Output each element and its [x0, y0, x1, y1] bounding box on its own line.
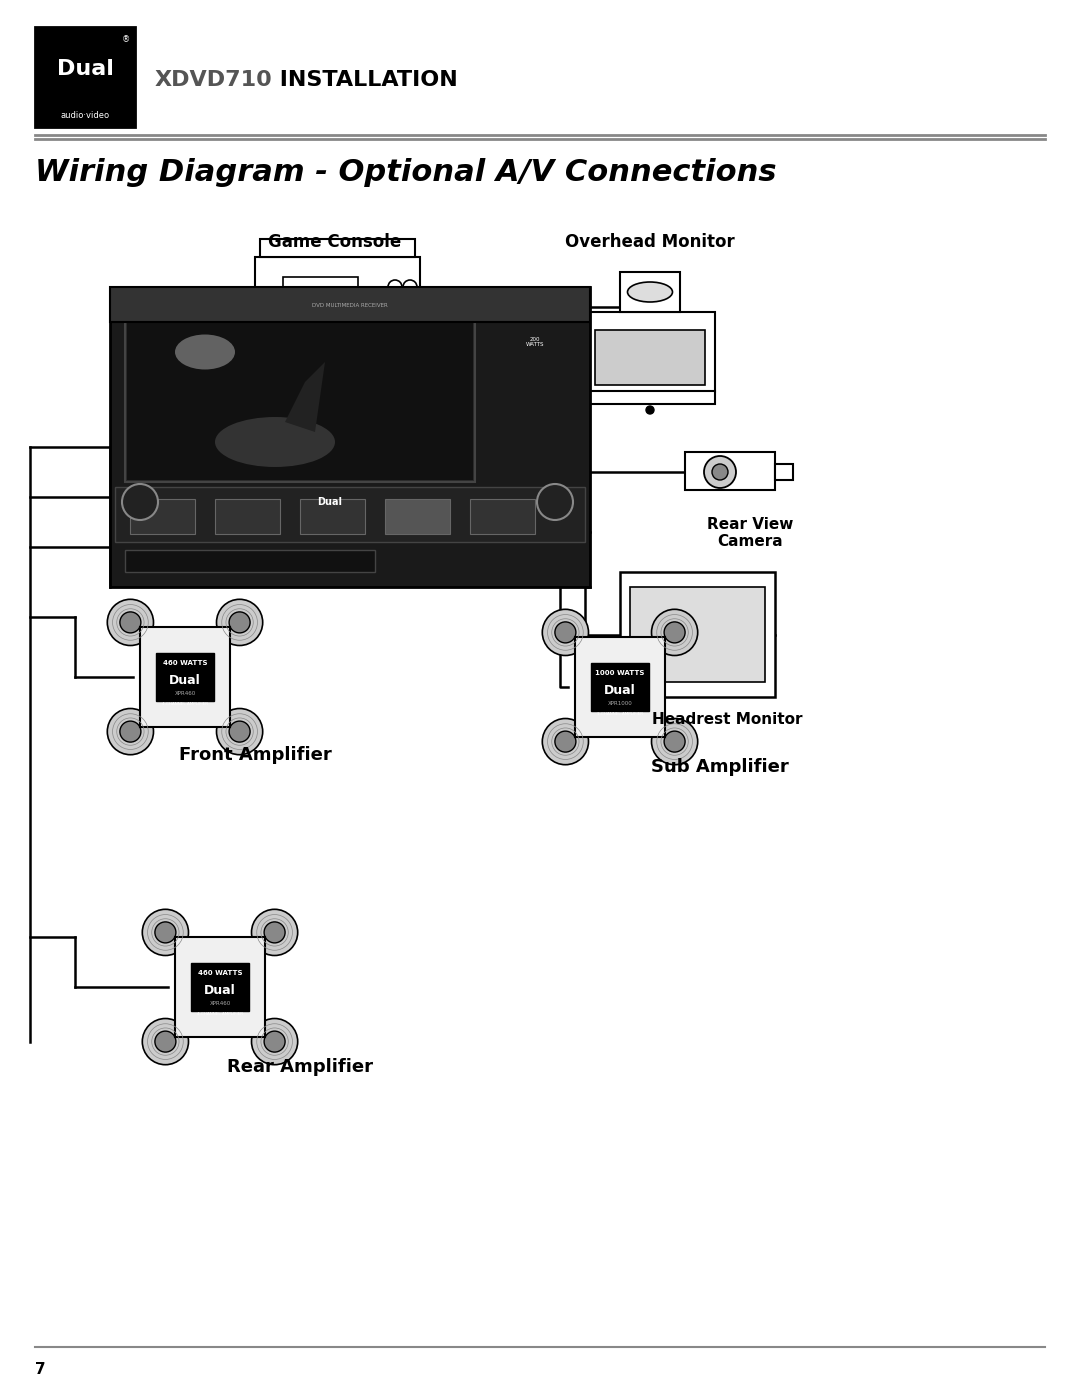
Circle shape: [651, 609, 698, 655]
Text: Sub Amplifier: Sub Amplifier: [651, 759, 788, 775]
Circle shape: [542, 718, 589, 764]
Circle shape: [265, 922, 285, 943]
Circle shape: [143, 909, 189, 956]
Circle shape: [555, 731, 576, 752]
Bar: [127, 305, 473, 481]
Circle shape: [122, 483, 158, 520]
Circle shape: [537, 483, 573, 520]
Circle shape: [651, 718, 698, 764]
Bar: [575, 637, 665, 738]
Text: 7: 7: [35, 1362, 45, 1376]
Bar: [175, 936, 266, 1038]
Text: XDVD710: XDVD710: [156, 70, 273, 89]
Bar: [139, 627, 230, 728]
Polygon shape: [285, 362, 325, 432]
Bar: [585, 391, 715, 404]
Bar: [157, 654, 214, 701]
Text: Dual: Dual: [204, 983, 235, 996]
Bar: [130, 499, 195, 534]
Circle shape: [260, 323, 274, 337]
Text: XPR460: XPR460: [210, 1002, 231, 1006]
Circle shape: [555, 622, 576, 643]
Text: Dual: Dual: [56, 59, 113, 80]
Text: 4-CHANNEL AMPLIFIER: 4-CHANNEL AMPLIFIER: [162, 701, 208, 705]
Text: 4-CHANNEL AMPLIFIER: 4-CHANNEL AMPLIFIER: [197, 1011, 243, 1016]
Bar: [630, 587, 765, 682]
Bar: [775, 464, 793, 481]
Bar: [595, 330, 705, 386]
Text: 1000 WATTS: 1000 WATTS: [595, 669, 645, 676]
Circle shape: [252, 909, 298, 956]
Bar: [215, 499, 280, 534]
Bar: [620, 272, 680, 312]
Circle shape: [216, 599, 262, 645]
Text: Dual: Dual: [170, 673, 201, 687]
Bar: [260, 239, 415, 257]
Text: Dual: Dual: [604, 683, 636, 697]
Circle shape: [229, 721, 251, 742]
Text: 460 WATTS: 460 WATTS: [163, 659, 207, 666]
Bar: [125, 302, 475, 482]
Bar: [110, 286, 590, 321]
Text: INSTALLATION: INSTALLATION: [272, 70, 458, 89]
Text: 200
WATTS: 200 WATTS: [526, 337, 544, 348]
Ellipse shape: [627, 282, 673, 302]
Text: 1-CHANNEL AMPLIFIER: 1-CHANNEL AMPLIFIER: [597, 711, 643, 715]
Circle shape: [646, 407, 654, 414]
Circle shape: [107, 599, 153, 645]
Text: Front Amplifier: Front Amplifier: [178, 746, 332, 764]
Circle shape: [388, 279, 402, 293]
Text: Overhead Monitor: Overhead Monitor: [565, 233, 734, 251]
Circle shape: [120, 612, 140, 633]
Bar: [110, 286, 590, 587]
Bar: [255, 257, 420, 342]
Bar: [35, 27, 135, 127]
Bar: [384, 499, 450, 534]
Bar: [283, 277, 357, 310]
Text: ®: ®: [122, 35, 130, 43]
Circle shape: [403, 279, 417, 293]
Circle shape: [664, 622, 685, 643]
Ellipse shape: [215, 416, 335, 467]
Bar: [300, 499, 365, 534]
Text: Wiring Diagram - Optional A/V Connections: Wiring Diagram - Optional A/V Connection…: [35, 158, 777, 187]
Text: audio·video: audio·video: [60, 110, 109, 120]
Circle shape: [216, 708, 262, 754]
Circle shape: [712, 464, 728, 481]
Circle shape: [664, 731, 685, 752]
Bar: [470, 499, 535, 534]
Circle shape: [120, 721, 140, 742]
Circle shape: [252, 1018, 298, 1065]
Text: Rear View
Camera: Rear View Camera: [706, 517, 793, 549]
Bar: [191, 964, 248, 1010]
Bar: [125, 550, 375, 571]
Circle shape: [143, 1018, 189, 1065]
Bar: [620, 571, 775, 697]
Circle shape: [704, 455, 735, 488]
Ellipse shape: [175, 334, 235, 369]
Text: 460 WATTS: 460 WATTS: [198, 970, 242, 975]
Circle shape: [229, 612, 251, 633]
Circle shape: [154, 922, 176, 943]
Circle shape: [107, 708, 153, 754]
Circle shape: [276, 323, 291, 337]
Text: Rear Amplifier: Rear Amplifier: [227, 1058, 373, 1076]
Text: Game Console: Game Console: [268, 233, 402, 251]
Text: XPR1000: XPR1000: [608, 701, 633, 707]
Text: XPR460: XPR460: [174, 692, 195, 697]
Text: Dual: Dual: [318, 497, 342, 507]
Bar: [114, 488, 585, 542]
Circle shape: [542, 609, 589, 655]
Bar: [591, 664, 649, 711]
Bar: [585, 312, 715, 393]
Circle shape: [265, 1031, 285, 1052]
Text: Headrest Monitor: Headrest Monitor: [652, 711, 802, 726]
Circle shape: [154, 1031, 176, 1052]
Text: DVD MULTIMEDIA RECEIVER: DVD MULTIMEDIA RECEIVER: [312, 303, 388, 307]
Bar: [685, 453, 775, 490]
